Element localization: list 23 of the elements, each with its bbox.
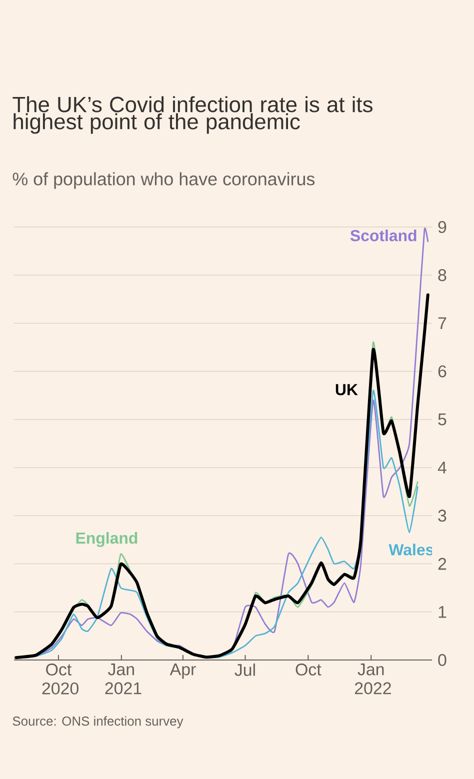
series-label: UK — [336, 384, 358, 396]
x-tick-label: Oct — [296, 664, 322, 676]
y-tick-label: 3 — [438, 510, 446, 522]
y-tick-label: 7 — [438, 317, 446, 330]
source-note: Source: ONS infection survey — [12, 716, 184, 728]
x-tick-label: Jul — [234, 664, 255, 676]
y-tick-label: 2 — [438, 558, 446, 570]
y-tick-label: 5 — [438, 414, 446, 426]
x-tick-label: Apr — [170, 664, 196, 679]
y-tick-label: 8 — [438, 269, 446, 282]
x-tick-label: Oct 2020 — [42, 664, 78, 694]
y-tick-label: 4 — [438, 462, 446, 474]
x-tick-label: Jan 2022 — [354, 664, 391, 694]
series-label: England — [76, 532, 138, 547]
y-tick-label: 9 — [438, 221, 446, 234]
series-label: Scotland — [350, 230, 416, 242]
series-label: Wales — [388, 544, 434, 556]
chart-title: The UK’s Covid infection rate is at its highest point of the pandemic — [12, 96, 372, 134]
chart-subtitle: % of population who have coronavirus — [12, 172, 315, 189]
y-tick-label: 0 — [438, 654, 446, 666]
y-tick-label: 1 — [438, 606, 446, 618]
x-tick-label: Jan 2021 — [105, 664, 142, 694]
y-tick-label: 6 — [438, 365, 446, 378]
